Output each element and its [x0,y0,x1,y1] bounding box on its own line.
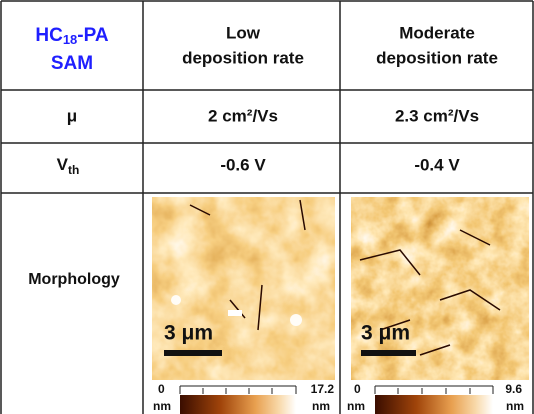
colorbar-gradient [180,395,296,414]
column-header: Moderate [399,23,475,42]
particle [228,310,242,316]
colorbar-unit: nm [153,399,171,413]
particle [290,314,302,326]
scale-bar-label: 3 μm [164,322,213,345]
colorbar-ticks [375,386,493,394]
cell: -0.6 V [220,155,266,174]
row-label-subscript: th [68,163,79,177]
cell: -0.4 V [414,155,460,174]
cell: 2 cm²/Vs [208,106,278,125]
colorbar-unit: nm [312,399,330,413]
cell: 2.3 cm²/Vs [395,106,479,125]
colorbar-max: 17.2 [311,382,335,396]
colorbar-min: 0 [354,382,361,396]
colorbar-ticks [180,386,296,394]
afm-image: 3 μm [152,197,335,380]
colorbar-min: 0 [158,382,165,396]
sample-suffix: -PA [77,25,109,46]
table: HC18-PA SAM Low deposition rate Moderate… [0,0,534,414]
sample-main: HC [35,25,63,46]
page: HC18-PA SAM Low deposition rate Moderate… [0,0,534,414]
column-header: deposition rate [182,48,304,67]
sample-name: HC18-PA [35,25,109,47]
colorbar: 0 nm 17.2 nm [153,382,334,414]
colorbar-max: 9.6 [505,382,522,396]
row-label-main: V [57,155,69,174]
column-header: Low [226,23,261,42]
colorbar: 0 nm 9.6 nm [347,382,524,414]
colorbar-unit: nm [347,399,365,413]
sample-subscript: 18 [63,32,77,47]
row-label: Morphology [28,271,120,288]
colorbar-unit: nm [506,399,524,413]
scale-bar-label: 3 μm [361,322,410,345]
row-label: Vth [57,155,80,177]
afm-image: 3 μm [351,197,529,380]
column-header: deposition rate [376,48,498,67]
sample-line2: SAM [51,53,93,74]
particle [171,295,181,305]
row-label: μ [67,106,77,125]
colorbar-gradient [375,395,493,414]
